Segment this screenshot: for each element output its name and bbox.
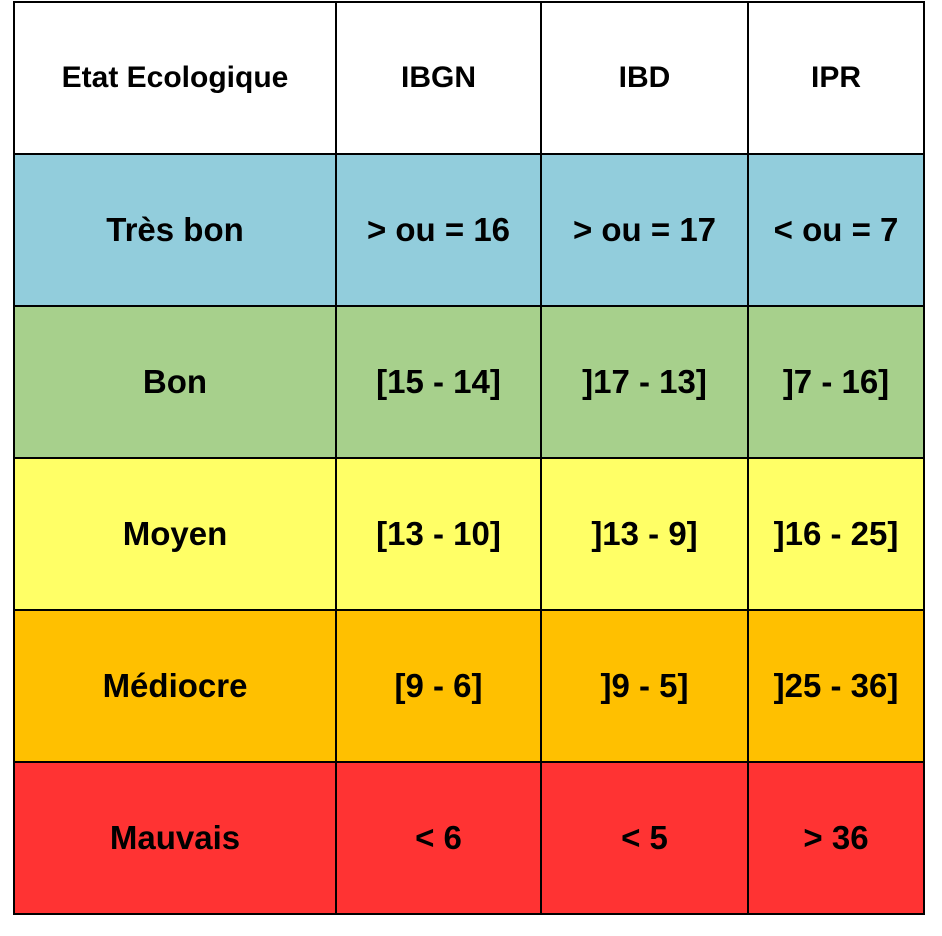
table-row: Mauvais < 6 < 5 > 36 <box>13 761 925 915</box>
range-cell: < 5 <box>540 761 749 915</box>
status-cell: Très bon <box>13 153 337 307</box>
range-cell: [9 - 6] <box>335 609 542 763</box>
header-cell: IPR <box>747 1 925 155</box>
table-row: Moyen [13 - 10]]13 - 9]]16 - 25] <box>13 457 925 611</box>
range-cell: ]7 - 16] <box>747 305 925 459</box>
range-cell: [15 - 14] <box>335 305 542 459</box>
table-row: Très bon > ou = 16 > ou = 17 < ou = 7 <box>13 153 925 307</box>
table-row: Médiocre [9 - 6]]9 - 5]]25 - 36] <box>13 609 925 763</box>
range-cell: < ou = 7 <box>747 153 925 307</box>
status-cell: Mauvais <box>13 761 337 915</box>
header-row: Etat Ecologique IBGN IBD IPR <box>13 1 925 155</box>
range-cell: ]16 - 25] <box>747 457 925 611</box>
status-cell: Médiocre <box>13 609 337 763</box>
range-cell: ]25 - 36] <box>747 609 925 763</box>
table-container: Etat Ecologique IBGN IBD IPR Très bon > ou = … <box>13 1 925 915</box>
range-cell: > ou = 16 <box>335 153 542 307</box>
range-cell: > ou = 17 <box>540 153 749 307</box>
header-cell: IBGN <box>335 1 542 155</box>
header-cell: IBD <box>540 1 749 155</box>
range-cell: ]9 - 5] <box>540 609 749 763</box>
header-cell: Etat Ecologique <box>13 1 337 155</box>
range-cell: < 6 <box>335 761 542 915</box>
range-cell: ]13 - 9] <box>540 457 749 611</box>
range-cell: > 36 <box>747 761 925 915</box>
range-cell: [13 - 10] <box>335 457 542 611</box>
ecological-status-table: Etat Ecologique IBGN IBD IPR Très bon > ou = … <box>13 1 925 915</box>
status-cell: Moyen <box>13 457 337 611</box>
table-row: Bon [15 - 14]]17 - 13]]7 - 16] <box>13 305 925 459</box>
status-cell: Bon <box>13 305 337 459</box>
range-cell: ]17 - 13] <box>540 305 749 459</box>
